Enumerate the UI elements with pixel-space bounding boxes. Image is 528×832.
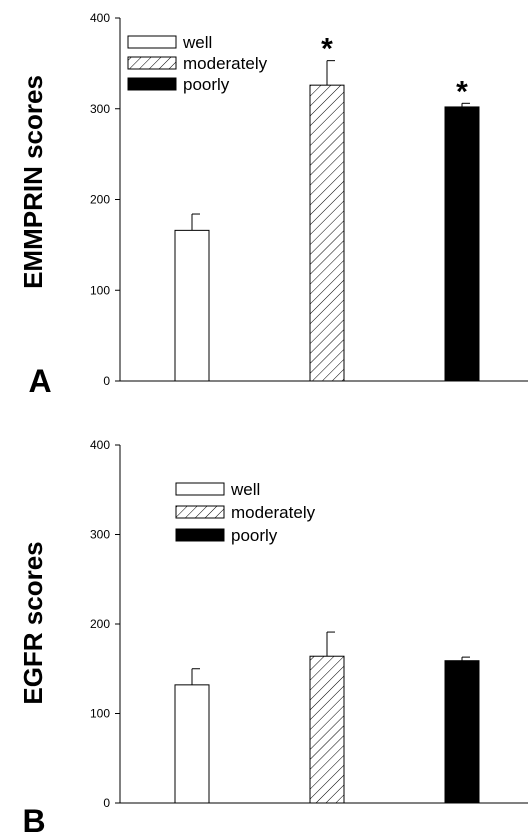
p1-y-tick-label-400: 400: [90, 438, 110, 452]
p1-legend-swatch-poorly: [175, 528, 225, 542]
p1-bar-well: [174, 684, 210, 804]
p1-legend-label-poorly: poorly: [231, 526, 278, 545]
p0-y-tick-label-0: 0: [103, 374, 110, 388]
p0-y-tick-label-300: 300: [90, 102, 110, 116]
p1-y-tick-label-200: 200: [90, 617, 110, 631]
p1-panel-letter: B: [22, 803, 45, 832]
p0-y-tick-label-100: 100: [90, 283, 110, 297]
p0-y-tick-label-400: 400: [90, 11, 110, 25]
p0-significance-moderately: *: [321, 33, 333, 66]
p0-legend-label-poorly: poorly: [183, 75, 230, 94]
p0-legend-swatch-moderately: [127, 56, 177, 70]
p0-bar-poorly: [444, 106, 480, 382]
p0-legend-swatch-well: [127, 35, 177, 49]
p1-y-tick-label-100: 100: [90, 707, 110, 721]
p1-legend-swatch-moderately: [175, 505, 225, 519]
p1-y-tick-label-300: 300: [90, 528, 110, 542]
p0-significance-poorly: *: [456, 75, 468, 108]
p0-legend-label-moderately: moderately: [183, 54, 268, 73]
p1-legend-label-moderately: moderately: [231, 503, 316, 522]
p1-legend-swatch-well: [175, 482, 225, 496]
panel-a: 0 100 200 300 400 EMMPRIN scores A * * well modera…: [18, 11, 528, 399]
p1-y-axis-title: EGFR scores: [18, 541, 48, 704]
p0-panel-letter: A: [28, 363, 51, 399]
p0-y-axis-title: EMMPRIN scores: [18, 75, 48, 289]
p1-y-tick-label-0: 0: [103, 796, 110, 810]
p1-legend-label-well: well: [230, 480, 260, 499]
p1-bar-moderately: [309, 655, 345, 804]
p0-y-tick-label-200: 200: [90, 193, 110, 207]
p0-legend-swatch-poorly: [127, 77, 177, 91]
p1-bar-poorly: [444, 660, 480, 804]
p0-bar-well: [174, 229, 210, 382]
p0-legend-label-well: well: [182, 33, 212, 52]
p0-bar-moderately: [309, 84, 345, 382]
